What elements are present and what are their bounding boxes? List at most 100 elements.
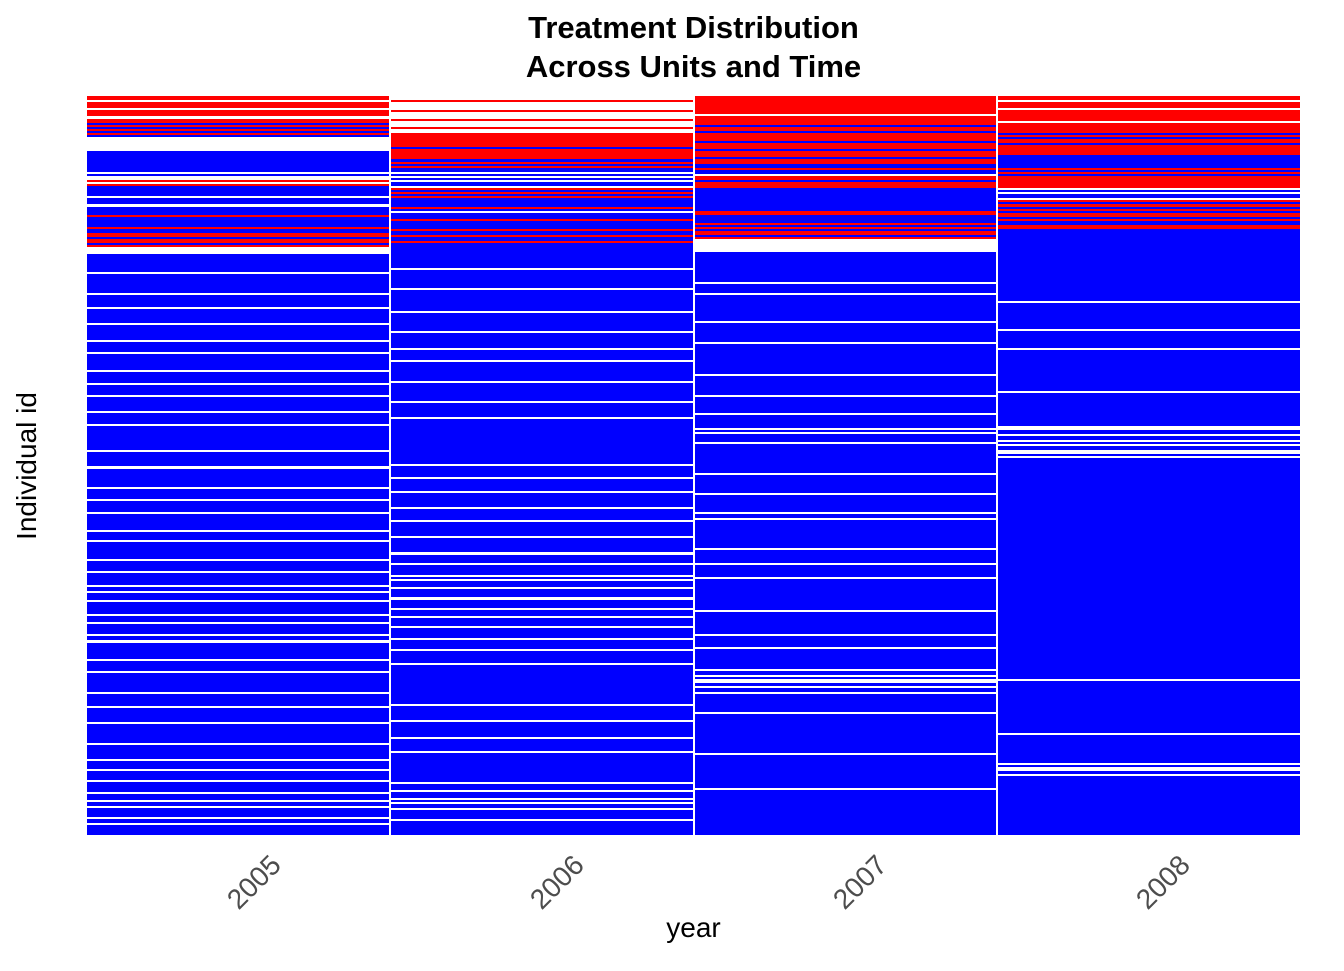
heatmap-cell <box>998 106 1300 109</box>
heatmap-cell <box>694 298 997 301</box>
heatmap-cell <box>87 560 389 563</box>
heatmap-cell <box>87 388 389 391</box>
heatmap-cell <box>390 241 693 244</box>
heatmap-cell <box>694 425 997 428</box>
heatmap-cell <box>998 497 1300 500</box>
heatmap-cell <box>390 384 693 387</box>
heatmap-cell <box>87 757 389 760</box>
heatmap-cell <box>998 255 1300 258</box>
heatmap-cell <box>998 284 1300 287</box>
heatmap-cell <box>694 800 997 803</box>
heatmap-cell <box>998 141 1300 144</box>
heatmap-cell <box>87 513 389 516</box>
heatmap-cell <box>694 476 997 479</box>
heatmap-cell <box>390 108 693 111</box>
heatmap-cell <box>694 705 997 709</box>
heatmap-cell <box>390 243 693 246</box>
heatmap-cell <box>998 489 1300 492</box>
heatmap-cell <box>390 548 693 551</box>
heatmap-cell <box>694 202 997 205</box>
heatmap-cell <box>87 380 389 383</box>
heatmap-cell <box>694 294 997 297</box>
heatmap-cell <box>390 394 693 397</box>
heatmap-cell <box>998 163 1300 166</box>
heatmap-cell <box>998 300 1300 303</box>
heatmap-cell <box>998 507 1300 510</box>
heatmap-cell <box>87 712 389 715</box>
heatmap-cell <box>694 370 997 373</box>
heatmap-cell <box>998 646 1300 649</box>
heatmap-cell <box>998 810 1300 813</box>
heatmap-cell <box>390 796 693 799</box>
heatmap-cell <box>694 767 997 770</box>
heatmap-cell <box>87 601 389 604</box>
heatmap-cell <box>87 636 389 639</box>
heatmap-cell <box>87 167 389 170</box>
heatmap-cell <box>390 118 693 121</box>
heatmap-cell <box>998 265 1300 268</box>
heatmap-cell <box>87 826 389 829</box>
heatmap-cell <box>998 247 1300 250</box>
heatmap-cell <box>390 679 693 682</box>
heatmap-cell <box>998 196 1300 199</box>
heatmap-cell <box>390 382 693 385</box>
heatmap-cell <box>998 288 1300 291</box>
heatmap-cell <box>694 317 997 320</box>
heatmap-cell <box>694 595 997 598</box>
heatmap-cell <box>998 192 1300 195</box>
heatmap-cell <box>390 497 693 500</box>
heatmap-cell <box>390 538 693 541</box>
heatmap-cell <box>998 620 1300 623</box>
heatmap-cell <box>694 685 997 688</box>
heatmap-cell <box>694 333 997 336</box>
heatmap-cell <box>87 267 389 270</box>
heatmap-cell <box>998 276 1300 279</box>
heatmap-cell <box>694 210 997 213</box>
heatmap-cell <box>694 427 997 430</box>
heatmap-cell <box>694 673 997 676</box>
heatmap-cell <box>998 605 1300 608</box>
heatmap-cell <box>694 613 997 616</box>
heatmap-cell <box>87 171 389 174</box>
heatmap-cell <box>998 818 1300 821</box>
heatmap-cell <box>694 325 997 328</box>
heatmap-cell <box>694 667 997 670</box>
heatmap-cell <box>390 775 693 778</box>
heatmap-cell <box>694 177 997 180</box>
heatmap-cell <box>694 675 997 678</box>
heatmap-cell <box>87 259 389 262</box>
heatmap-cell <box>390 642 693 645</box>
heatmap-cell <box>390 783 693 786</box>
heatmap-cell <box>390 134 693 137</box>
heatmap-cell <box>694 748 997 751</box>
heatmap-cell <box>998 259 1300 262</box>
heatmap-cell <box>998 671 1300 674</box>
heatmap-cell <box>998 789 1300 792</box>
heatmap-cell <box>998 562 1300 565</box>
heatmap-cell <box>87 376 389 379</box>
heatmap-cell <box>390 286 693 289</box>
heatmap-cell <box>998 552 1300 555</box>
heatmap-cell <box>87 775 389 778</box>
heatmap-cell <box>390 341 693 344</box>
heatmap-cell <box>87 241 389 244</box>
heatmap-cell <box>390 120 693 123</box>
heatmap-cell <box>694 339 997 342</box>
heatmap-cell <box>87 427 389 430</box>
heatmap-cell <box>998 366 1300 369</box>
heatmap-cell <box>390 292 693 295</box>
heatmap-cell <box>87 437 389 440</box>
heatmap-cell <box>87 552 389 555</box>
heatmap-cell <box>998 812 1300 815</box>
heatmap-cell <box>998 171 1300 174</box>
heatmap-cell <box>87 251 389 254</box>
heatmap-cell <box>390 613 693 616</box>
heatmap-cell <box>390 503 693 506</box>
heatmap-cell <box>694 157 997 160</box>
heatmap-cell <box>694 708 997 711</box>
heatmap-cell <box>87 345 389 348</box>
heatmap-cell <box>694 769 997 772</box>
heatmap-cell <box>694 482 997 485</box>
heatmap-cell <box>694 390 997 393</box>
heatmap-cell <box>390 198 693 201</box>
